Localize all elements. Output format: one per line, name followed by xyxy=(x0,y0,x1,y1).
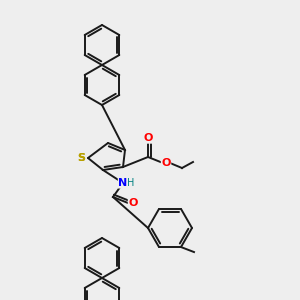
Text: N: N xyxy=(118,178,127,188)
Text: O: O xyxy=(128,198,138,208)
Text: O: O xyxy=(143,133,153,143)
Text: H: H xyxy=(127,178,135,188)
Text: S: S xyxy=(77,153,85,163)
Text: O: O xyxy=(161,158,171,168)
Text: S: S xyxy=(77,153,85,163)
Text: S: S xyxy=(77,153,85,163)
